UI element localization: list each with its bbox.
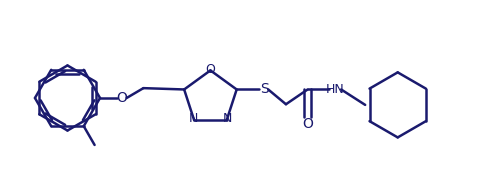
Text: O: O [206,63,216,76]
Text: O: O [116,91,127,105]
Text: O: O [302,117,313,131]
Text: HN: HN [326,83,345,96]
Text: S: S [260,82,269,97]
Text: N: N [223,112,232,125]
Text: N: N [188,112,198,125]
